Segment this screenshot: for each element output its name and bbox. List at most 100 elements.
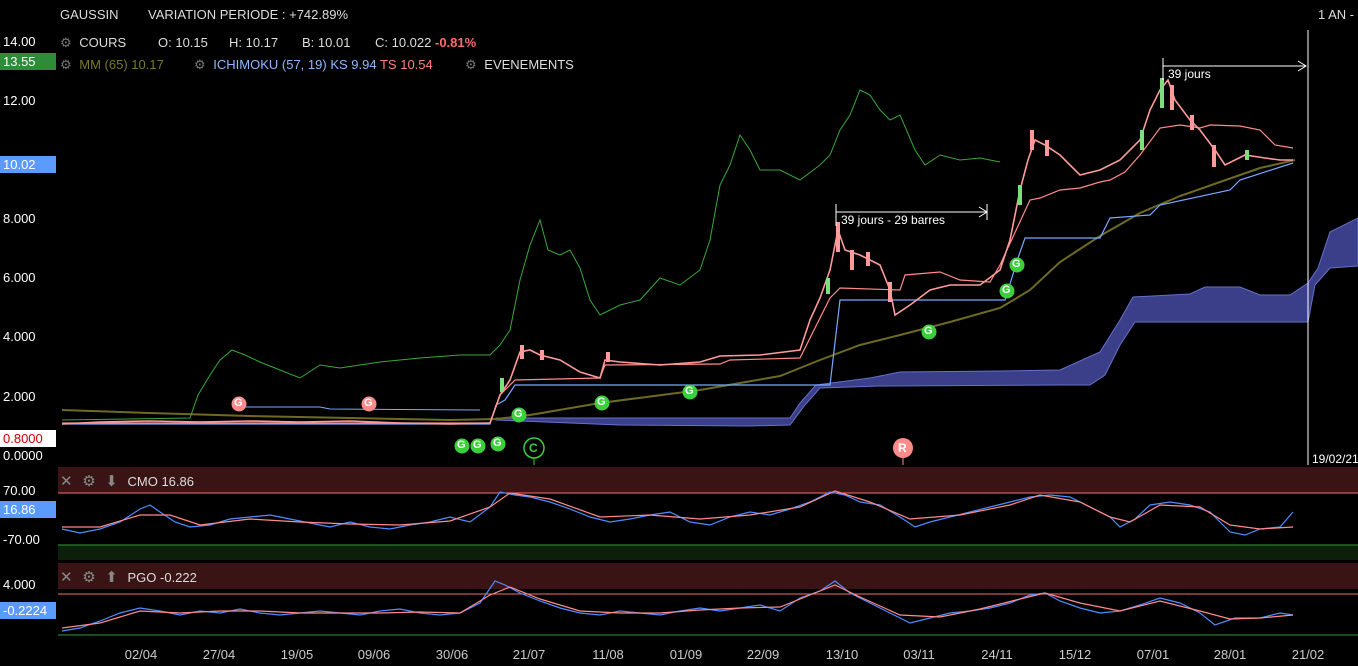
end-date-label: 19/02/21 bbox=[1312, 452, 1358, 466]
pgo-header: ✕ ⚙ ⬆ PGO -0.222 bbox=[60, 568, 197, 586]
cmo-header: ✕ ⚙ ⬇ CMO 16.86 bbox=[60, 472, 194, 490]
x-tick-label: 13/10 bbox=[825, 647, 859, 662]
ichimoku-cloud bbox=[495, 217, 1358, 427]
event-letter: G bbox=[1012, 258, 1021, 270]
cmo-tag: 16.86 bbox=[0, 501, 56, 518]
gear-icon[interactable]: ⚙ bbox=[82, 569, 96, 586]
x-tick-label: 02/04 bbox=[124, 647, 158, 662]
x-tick-label: 11/08 bbox=[592, 647, 624, 662]
symbol-label: GAUSSIN bbox=[60, 7, 119, 22]
pgo-tag: -0.2224 bbox=[0, 602, 56, 619]
price-tag-high: 13.55 bbox=[0, 53, 56, 70]
ks-label: KS 9.94 bbox=[330, 57, 377, 72]
ks-line bbox=[62, 162, 1294, 425]
legend-evenements[interactable]: ⚙ EVENEMENTS bbox=[465, 57, 574, 73]
price-tag-last: 10.02 bbox=[0, 156, 56, 173]
x-tick-label: 21/07 bbox=[512, 647, 546, 662]
x-tick-label: 19/05 bbox=[280, 647, 314, 662]
ks-line-early bbox=[240, 406, 481, 411]
pgo-signal-line bbox=[61, 584, 1294, 629]
event-markers[interactable] bbox=[231, 257, 1025, 466]
y-tick-label: 6.000 bbox=[3, 270, 36, 285]
event-letter: G bbox=[234, 397, 243, 409]
mm-label: MM (65) 10.17 bbox=[79, 57, 164, 72]
arrow-down-icon[interactable]: ⬇ bbox=[105, 473, 118, 490]
event-letter: G bbox=[597, 396, 606, 408]
close-icon[interactable]: ✕ bbox=[60, 569, 73, 586]
gear-icon[interactable]: ⚙ bbox=[60, 35, 72, 50]
close-change: -0.81% bbox=[435, 35, 477, 50]
x-tick-label: 30/06 bbox=[435, 647, 469, 662]
event-letter: C bbox=[529, 441, 538, 455]
pgo-axis-top: 4.000 bbox=[3, 577, 36, 592]
arrow-right-icon bbox=[978, 206, 988, 218]
high-value: H: 10.17 bbox=[229, 35, 279, 50]
x-tick-label: 21/02 bbox=[1291, 647, 1325, 662]
low-value: B: 10.01 bbox=[302, 35, 351, 50]
pgo-line bbox=[61, 580, 1294, 632]
event-letter: R bbox=[898, 441, 907, 455]
event-letter: G bbox=[364, 397, 373, 409]
close-icon[interactable]: ✕ bbox=[60, 473, 73, 490]
variation-label: VARIATION PERIODE : +742.89% bbox=[148, 7, 349, 22]
cmo-value: 16.86 bbox=[161, 474, 194, 489]
gear-icon[interactable]: ⚙ bbox=[194, 57, 206, 72]
pgo-header-bar bbox=[58, 563, 1358, 589]
event-letter: G bbox=[473, 439, 482, 451]
gear-icon[interactable]: ⚙ bbox=[60, 57, 72, 72]
gear-icon[interactable]: ⚙ bbox=[82, 473, 96, 490]
x-tick-label: 09/06 bbox=[357, 647, 391, 662]
chikou-line bbox=[61, 89, 1001, 421]
event-letter: G bbox=[685, 385, 694, 397]
y-tick-label: 14.00 bbox=[3, 34, 36, 49]
y-tick-label: 0.0000 bbox=[3, 448, 43, 463]
x-tick-label: 27/04 bbox=[202, 647, 236, 662]
close-label: C: 10.022 bbox=[375, 35, 432, 50]
price-line bbox=[61, 78, 1293, 425]
legend-mm[interactable]: ⚙ MM (65) 10.17 bbox=[60, 57, 164, 73]
event-letter: G bbox=[514, 408, 523, 420]
y-tick-label: 2.000 bbox=[3, 389, 36, 404]
ts-line bbox=[62, 124, 1294, 424]
legend-ichimoku[interactable]: ⚙ ICHIMOKU (57, 19) KS 9.94 TS 10.54 bbox=[194, 57, 433, 73]
evenements-label: EVENEMENTS bbox=[484, 57, 574, 72]
y-tick-label: 4.000 bbox=[3, 329, 36, 344]
x-tick-label: 24/11 bbox=[981, 647, 1013, 662]
candles bbox=[500, 78, 1249, 392]
x-tick-label: 22/09 bbox=[746, 647, 780, 662]
pgo-title: PGO bbox=[127, 570, 157, 585]
mm65-line bbox=[61, 159, 1296, 422]
x-tick-label: 03/11 bbox=[903, 647, 935, 662]
event-letter: G bbox=[924, 325, 933, 337]
cmo-axis-top: 70.00 bbox=[3, 483, 36, 498]
arrow-up-icon[interactable]: ⬆ bbox=[105, 569, 118, 586]
y-tick-label: 8.000 bbox=[3, 211, 36, 226]
close-value: C: 10.022 -0.81% bbox=[375, 35, 476, 50]
range1-label: 39 jours - 29 barres bbox=[841, 213, 946, 227]
x-tick-label: 28/01 bbox=[1213, 647, 1247, 662]
cmo-title: CMO bbox=[127, 474, 158, 489]
cours-label: COURS bbox=[79, 35, 127, 50]
event-letter: G bbox=[457, 439, 466, 451]
pgo-chart[interactable] bbox=[0, 563, 1358, 643]
event-letter: G bbox=[493, 437, 502, 449]
y-tick-label: 12.00 bbox=[3, 93, 36, 108]
open-value: O: 10.15 bbox=[158, 35, 208, 50]
ts-label: TS 10.54 bbox=[379, 57, 433, 72]
x-tick-label: 07/01 bbox=[1136, 647, 1170, 662]
cmo-header-bar bbox=[58, 467, 1358, 493]
ichimoku-label: ICHIMOKU (57, 19) bbox=[213, 57, 327, 72]
legend-cours[interactable]: ⚙ COURS bbox=[60, 35, 126, 51]
event-letter: G bbox=[1002, 284, 1011, 296]
gear-icon[interactable]: ⚙ bbox=[465, 57, 477, 72]
range2-label: 39 jours bbox=[1168, 67, 1211, 81]
x-tick-label: 01/09 bbox=[669, 647, 703, 662]
cmo-chart[interactable] bbox=[0, 467, 1358, 560]
arrow-right-icon bbox=[1297, 60, 1307, 72]
price-tag-low: 0.8000 bbox=[0, 430, 56, 447]
x-tick-label: 15/12 bbox=[1058, 647, 1092, 662]
pgo-value: -0.222 bbox=[160, 570, 197, 585]
cmo-signal-line bbox=[62, 490, 1294, 530]
period-selector[interactable]: 1 AN - bbox=[1318, 7, 1355, 22]
